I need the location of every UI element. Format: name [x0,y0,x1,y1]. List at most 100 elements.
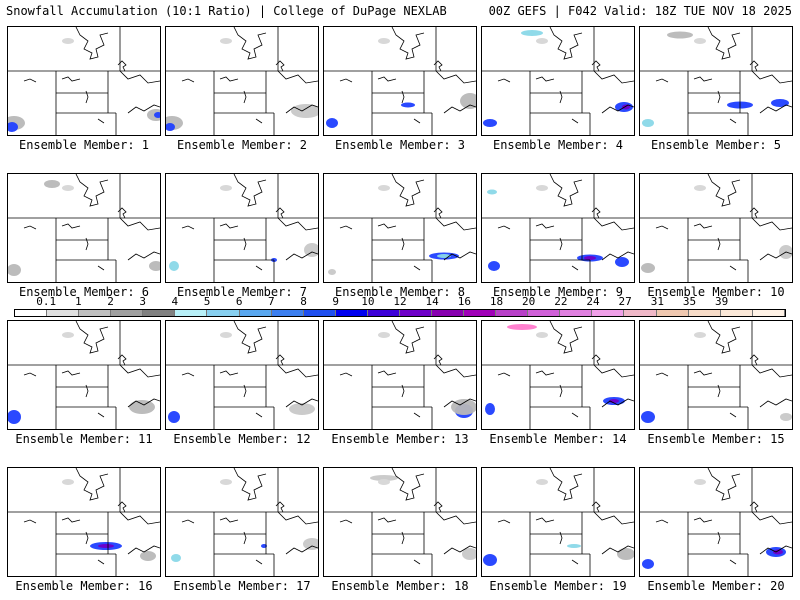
colorbar-segment [752,310,785,316]
ensemble-member-label: Ensemble Member: 20 [647,579,785,593]
snowfall-area [771,99,789,107]
colorbar-segment [496,310,529,316]
ensemble-member-map [7,467,161,577]
map-canvas [324,27,476,135]
map-canvas [8,27,160,135]
ensemble-member-label: Ensemble Member: 18 [331,579,469,593]
snowfall-area [451,399,476,415]
colorbar-tick: 12 [393,295,407,308]
snowfall-area [98,544,114,548]
snowfall-area [328,269,336,275]
ensemble-member-label: Ensemble Member: 17 [173,579,311,593]
colorbar-tick: 4 [171,295,179,308]
ensemble-member-label: Ensemble Member: 5 [650,138,782,152]
colorbar-segment [111,310,144,316]
snowfall-area [166,123,175,131]
snowfall-area [507,324,537,330]
colorbar-tick: 9 [332,295,339,308]
colorbar-tick: 8 [300,295,307,308]
colorbar-tick: 2 [107,295,114,308]
ensemble-member-label: Ensemble Member: 11 [15,432,153,446]
snowfall-area [641,411,655,423]
map-canvas [482,174,634,282]
snowfall-area [773,549,783,555]
snowfall-area [622,104,630,110]
colorbar-tick: 5 [203,295,211,308]
colorbar-tick: 1 [75,295,82,308]
ensemble-member-label: Ensemble Member: 3 [334,138,466,152]
snowfall-area [667,31,693,39]
snowfall-area [401,102,415,108]
colorbar-segment [79,310,112,316]
snowfall-area [8,410,21,424]
ensemble-member-label: Ensemble Member: 12 [173,432,311,446]
snowfall-area [642,559,654,569]
snowfall-area [8,122,18,132]
map-canvas [482,468,634,576]
snowfall-area [154,112,160,118]
snowfall-area [168,411,180,423]
colorbar-tick-labels: 0.1 1 2 3 4 5 6 7 8 9 10 12 14 16 18 20 22 24 27 31 35 39 [0,296,800,308]
ensemble-member-map [481,173,635,283]
map-canvas [640,321,792,429]
ensemble-member-map [323,467,477,577]
colorbar-segment [656,310,689,316]
colorbar-segment [528,310,561,316]
colorbar-segment [688,310,721,316]
snowfall-area [304,243,318,257]
ensemble-member-label: Ensemble Member: 4 [492,138,624,152]
map-canvas [166,174,318,282]
colorbar-tick: 24 [586,295,600,308]
colorbar-segment [464,310,497,316]
map-canvas [8,174,160,282]
colorbar-segment [432,310,465,316]
colorbar-segment [335,310,368,316]
ensemble-member-label: Ensemble Member: 7 [176,285,308,299]
ensemble-member-map [323,173,477,283]
snowfall-area [483,119,497,127]
colorbar-segment [592,310,625,316]
snowfall-area [462,548,476,560]
map-canvas [324,174,476,282]
snowfall-area [303,538,318,550]
snowfall-area [291,104,318,118]
colorbar-segment [239,310,272,316]
colorbar-tick: 31 [650,295,664,308]
snowfall-area [370,475,398,481]
snowfall-area [483,554,497,566]
snowfall-area [567,544,581,548]
colorbar-tick: 27 [618,295,632,308]
snowfall-area [641,263,655,273]
colorbar-tick: 14 [425,295,439,308]
colorbar-segment [207,310,240,316]
snowfall-area [521,30,543,36]
chart-title: Snowfall Accumulation (10:1 Ratio) | Col… [6,4,447,18]
map-canvas [482,27,634,135]
colorbar-segment [15,310,48,316]
colorbar-tick: 35 [682,295,697,308]
map-canvas [640,174,792,282]
snowfall-area [147,109,160,121]
colorbar-tick: 10 [361,295,375,308]
ensemble-member-map [165,173,319,283]
colorbar-segment [47,310,80,316]
ensemble-member-map [639,173,793,283]
snowfall-area [584,256,596,260]
ensemble-member-map [165,26,319,136]
colorbar-tick: 7 [268,295,275,308]
colorbar-tick: 20 [522,295,536,308]
snowfall-area [289,403,315,415]
snowfall-area [326,118,338,128]
model-run-info: 00Z GEFS | F042 Valid: 18Z TUE NOV 18 20… [488,4,792,18]
snowfall-area [44,180,60,188]
ensemble-member-label: Ensemble Member: 14 [489,432,627,446]
ensemble-member-map [481,467,635,577]
snowfall-area [8,264,21,276]
ensemble-member-map [481,26,635,136]
map-canvas [166,468,318,576]
snowfall-area [487,189,497,195]
colorbar-tick: 6 [235,295,243,308]
ensemble-member-map [323,320,477,430]
ensemble-member-map [7,320,161,430]
map-canvas [640,27,792,135]
